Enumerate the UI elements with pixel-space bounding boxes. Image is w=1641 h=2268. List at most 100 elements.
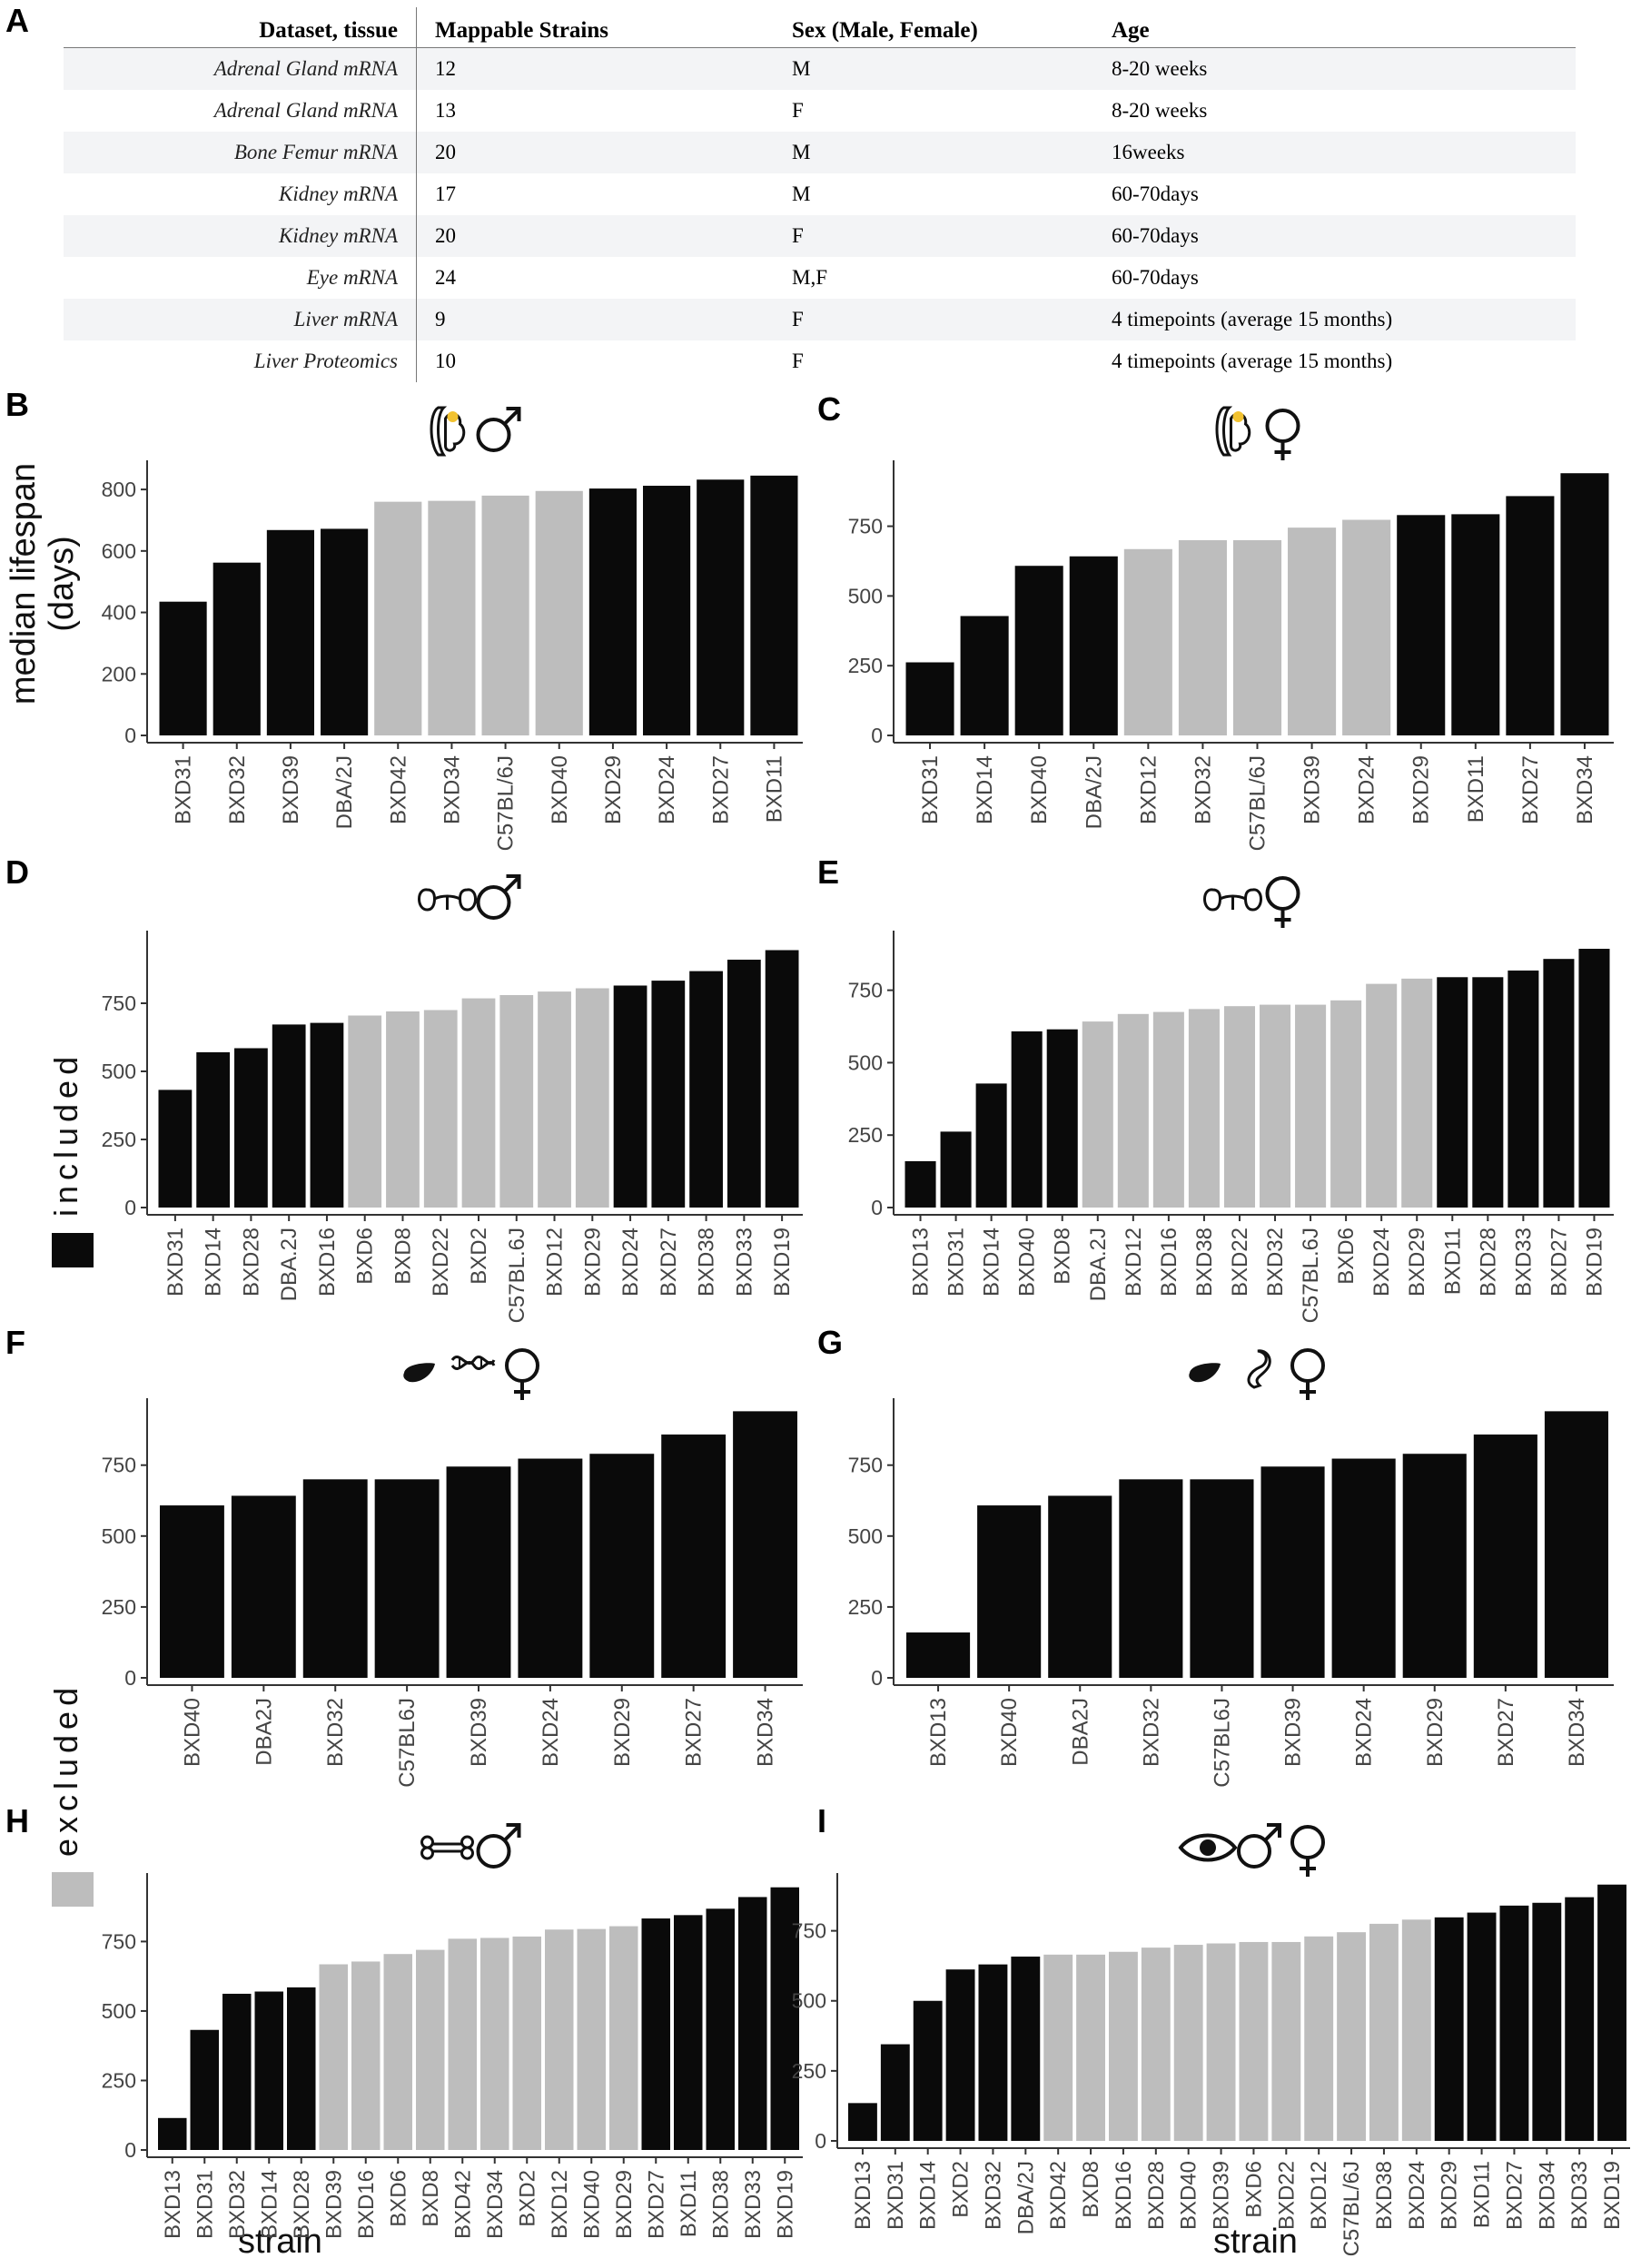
bar-BXD34 (428, 500, 476, 735)
x-tick-label: BXD29 (1409, 755, 1434, 824)
chart-panel-d: 0 250 500 750 BXD31 BXD14 BXD28 DBA.2J BXD16 BXD6… (102, 874, 803, 1323)
table-row: Adrenal Gland mRNA 13 F 8-20 weeks (64, 90, 1576, 132)
bar-BXD24 (1401, 1919, 1431, 2141)
x-tick-label: BXD31 (918, 755, 943, 824)
x-tick-label: BXD16 (354, 2170, 379, 2239)
bar-BXD24 (613, 985, 648, 1208)
x-tick-label: BXD6 (1334, 1228, 1359, 1285)
bar-BXD14 (196, 1052, 231, 1208)
x-tick-label: BXD11 (762, 755, 786, 823)
cell-age: 60-70days (1112, 215, 1576, 257)
cell-strains: 12 (416, 47, 792, 90)
header-sex: Sex (Male, Female) (792, 7, 1112, 48)
x-tick-label: C57BL6J (395, 1698, 420, 1788)
x-tick-label: BXD11 (677, 2170, 701, 2237)
x-tick-label: BXD39 (1300, 755, 1325, 824)
x-tick-label: BXD2 (467, 1228, 491, 1285)
bar-BXD29 (1434, 1917, 1464, 2141)
bar-BXD24 (1366, 983, 1398, 1208)
bar-BXD27 (641, 1918, 670, 2150)
x-tick-label: BXD39 (467, 1698, 491, 1767)
x-tick-label: BXD19 (770, 1228, 795, 1297)
bar-BXD32 (213, 562, 261, 735)
panel-label-d: D (5, 853, 29, 891)
kidney-icon (418, 888, 477, 912)
x-tick-label: BXD16 (1157, 1228, 1181, 1297)
bar-C57BL6J (374, 1479, 440, 1678)
cell-dataset: Kidney mRNA (64, 173, 417, 215)
bar-BXD40 (535, 490, 583, 735)
bar-BXD32 (302, 1479, 368, 1678)
bone-icon (420, 1835, 474, 1860)
x-tick-label: BXD39 (1281, 1698, 1306, 1767)
table-row: Bone Femur mRNA 20 M 16weeks (64, 132, 1576, 173)
male-icon (1237, 1823, 1281, 1869)
x-tick-label: BXD13 (161, 2170, 185, 2239)
y-tick-label: 0 (815, 2129, 826, 2153)
cell-sex: M (792, 182, 811, 205)
chart-panel-h: 0 250 500 750 BXD13 BXD31 BXD32 BXD14 BXD28 BXD39… (102, 1823, 803, 2239)
y-tick-label: 750 (848, 979, 883, 1002)
x-tick-label: BXD24 (1369, 1228, 1394, 1297)
x-tick-label: BXD29 (1438, 2161, 1462, 2230)
table-row: Eye mRNA 24 M,F 60-70days (64, 257, 1576, 299)
bar-BXD6 (1239, 1941, 1269, 2141)
x-tick-label: BXD40 (997, 1698, 1022, 1767)
x-axis-label-right: strain (1213, 2223, 1298, 2261)
bar-BXD16 (1109, 1951, 1138, 2141)
y-tick-label: 500 (102, 1999, 136, 2023)
bar-BXD31 (940, 1131, 972, 1208)
x-tick-label: C57BL/6J (494, 755, 519, 851)
cell-strains: 10 (435, 350, 456, 372)
bar-C57BL.6J (499, 995, 534, 1208)
x-tick-label: BXD14 (202, 1228, 226, 1297)
bar-BXD11 (674, 1915, 703, 2150)
cell-sex: F (792, 299, 1112, 340)
chart-panel-c: 0 250 500 750 BXD31 BXD14 BXD40 DBA/2J BXD12 BXD3… (848, 406, 1614, 851)
x-tick-label: BXD32 (1139, 1698, 1163, 1767)
x-tick-label: BXD40 (1177, 2161, 1201, 2230)
x-tick-label: BXD8 (419, 2170, 443, 2227)
panel-label-e: E (817, 853, 840, 891)
x-tick-label: BXD33 (1511, 1228, 1536, 1297)
bar-BXD34 (480, 1938, 509, 2150)
x-tick-label: BXD40 (1027, 755, 1052, 824)
cell-age: 8-20 weeks (1112, 47, 1576, 90)
bar-BXD19 (765, 950, 799, 1208)
x-axis-label-left: strain (238, 2223, 322, 2261)
y-tick-label: 500 (102, 1060, 136, 1083)
x-tick-label: BXD12 (1122, 1228, 1146, 1297)
x-tick-label: DBA.2J (277, 1228, 302, 1301)
y-tick-label: 750 (102, 1454, 136, 1477)
x-tick-label: BXD8 (1079, 2161, 1103, 2218)
x-tick-label: BXD33 (732, 1228, 756, 1297)
bar-BXD33 (1508, 970, 1539, 1208)
x-tick-label: BXD40 (180, 1698, 204, 1767)
x-tick-label: BXD2 (949, 2161, 974, 2218)
x-tick-label: BXD12 (548, 2170, 572, 2239)
legend-excluded-swatch (52, 1872, 94, 1907)
dataset-table: Dataset, tissue Mappable Strains Sex (Ma… (64, 7, 1576, 389)
panel-label-b: B (5, 386, 29, 423)
cell-dataset: Liver mRNA (64, 299, 417, 340)
x-tick-label: BXD19 (1600, 2161, 1625, 2230)
x-tick-label: DBA2J (1068, 1698, 1092, 1766)
x-tick-label: BXD11 (1470, 2161, 1495, 2228)
bar-BXD40 (1173, 1945, 1203, 2141)
x-tick-label: BXD27 (682, 1698, 707, 1767)
x-tick-label: BXD42 (386, 755, 410, 824)
x-tick-label: BXD28 (290, 2170, 314, 2239)
bar-BXD8 (1076, 1954, 1105, 2141)
bar-DBA2J (1048, 1495, 1112, 1678)
bar-BXD38 (706, 1908, 735, 2150)
x-tick-label: BXD28 (1144, 2161, 1169, 2230)
cell-dataset: Adrenal Gland mRNA (64, 90, 417, 132)
x-tick-label: BXD24 (1352, 1698, 1377, 1767)
bar-BXD24 (1331, 1458, 1396, 1678)
bar-DBA.2J (272, 1024, 306, 1208)
x-tick-label: BXD32 (225, 755, 250, 824)
x-tick-label: BXD24 (539, 1698, 563, 1767)
y-tick-label: 750 (102, 991, 136, 1015)
y-tick-label: 0 (124, 724, 136, 747)
bar-DBA/2J (1011, 1957, 1041, 2141)
